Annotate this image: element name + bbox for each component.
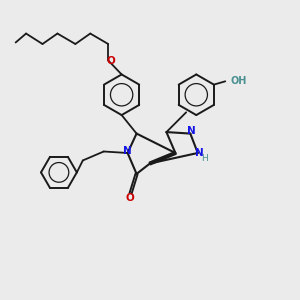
Text: H: H xyxy=(201,154,208,163)
Text: N: N xyxy=(195,148,203,158)
Text: OH: OH xyxy=(231,76,247,86)
Text: N: N xyxy=(187,126,196,136)
Text: N: N xyxy=(123,146,131,156)
Text: O: O xyxy=(126,193,134,203)
Text: O: O xyxy=(106,56,115,66)
